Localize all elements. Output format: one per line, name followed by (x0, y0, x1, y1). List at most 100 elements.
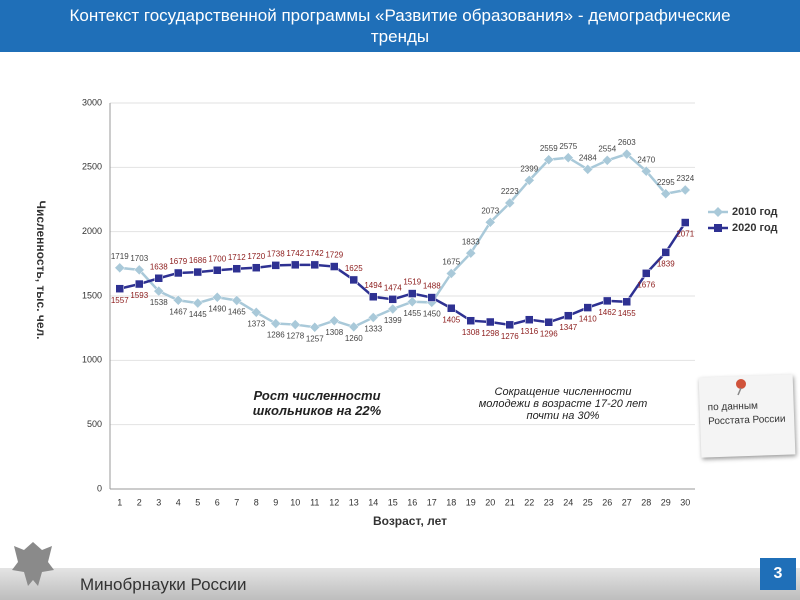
legend-marker (713, 207, 723, 217)
data-label: 1712 (228, 253, 246, 262)
x-tick-label: 30 (680, 497, 690, 507)
data-label: 1347 (559, 323, 577, 332)
data-label: 1703 (130, 254, 148, 263)
point (330, 262, 339, 271)
point (252, 263, 261, 272)
data-label: 1729 (325, 251, 343, 260)
data-label: 2073 (481, 206, 499, 215)
data-label: 1679 (169, 257, 187, 266)
x-tick-label: 8 (254, 497, 259, 507)
data-label: 2071 (676, 230, 694, 239)
data-label: 1720 (247, 252, 265, 261)
point (582, 164, 594, 175)
x-tick-label: 5 (195, 497, 200, 507)
x-tick-label: 3 (156, 497, 161, 507)
x-tick-label: 1 (117, 497, 122, 507)
point (525, 315, 534, 324)
point (681, 218, 690, 227)
point (661, 248, 670, 257)
x-tick-label: 11 (310, 497, 319, 507)
point (270, 318, 282, 329)
x-tick-label: 10 (290, 497, 300, 507)
data-label: 1276 (501, 332, 519, 341)
pin-icon (736, 379, 746, 396)
data-label: 1839 (657, 259, 675, 268)
legend-marker (714, 224, 722, 232)
data-label: 1675 (442, 258, 460, 267)
point (466, 316, 475, 325)
point (445, 268, 457, 279)
data-label: 1742 (286, 249, 304, 258)
point (465, 247, 477, 259)
series-line (119, 152, 686, 329)
x-tick-label: 22 (524, 497, 534, 507)
point (387, 303, 399, 315)
data-label: 1455 (403, 309, 421, 318)
data-label: 2295 (657, 178, 675, 187)
x-tick-label: 25 (583, 497, 593, 507)
data-label: 2559 (540, 144, 558, 153)
x-tick-label: 18 (446, 497, 456, 507)
data-label: 1538 (150, 298, 168, 307)
source-note-text: по данным Росстата России (707, 400, 786, 428)
data-label: 1286 (267, 331, 285, 340)
legend-label: 2020 год (732, 222, 778, 234)
point (133, 264, 145, 276)
x-tick-label: 14 (368, 497, 378, 507)
point (640, 165, 652, 177)
x-tick-label: 28 (641, 497, 651, 507)
point (660, 188, 672, 200)
point (348, 321, 360, 333)
x-tick-label: 23 (544, 497, 554, 507)
y-tick-label: 1500 (82, 290, 102, 300)
point (601, 155, 613, 166)
data-label: 1467 (169, 307, 187, 316)
point (349, 275, 358, 285)
y-tick-label: 2000 (82, 226, 102, 236)
point (544, 317, 553, 327)
x-tick-label: 20 (485, 497, 495, 507)
point (388, 295, 397, 304)
data-label: 1260 (345, 334, 363, 343)
point (154, 273, 163, 283)
page-number: 3 (760, 558, 796, 590)
point (642, 269, 651, 278)
point (523, 174, 535, 186)
point (115, 284, 124, 293)
x-tick-label: 2 (137, 497, 142, 507)
data-label: 1738 (267, 249, 285, 258)
x-tick-label: 12 (329, 497, 339, 507)
data-label: 1308 (462, 328, 480, 337)
data-label: 1333 (364, 325, 382, 334)
data-label: 1445 (189, 310, 207, 319)
y-tick-label: 0 (97, 483, 102, 493)
point (621, 148, 633, 160)
x-tick-label: 29 (661, 497, 671, 507)
data-label: 1257 (306, 334, 324, 343)
x-tick-label: 13 (349, 497, 359, 507)
data-label: 1474 (384, 283, 402, 292)
x-tick-label: 15 (388, 497, 398, 507)
data-label: 1676 (637, 280, 655, 289)
point (603, 296, 612, 306)
point (192, 297, 204, 309)
point (543, 154, 555, 166)
data-label: 1557 (111, 296, 129, 305)
data-label: 2554 (598, 144, 616, 153)
data-label: 1742 (306, 249, 324, 258)
chart: Численность, тыс. чел. Возраст, лет 0 500… (34, 97, 778, 528)
point (250, 306, 262, 318)
annotation: Сокращение численности молодежи в возрас… (478, 386, 648, 422)
footer-org: Минобрнауки России (80, 575, 247, 594)
point (114, 262, 126, 274)
point (447, 303, 456, 313)
data-label: 1462 (598, 308, 616, 317)
y-tick-label: 3000 (82, 97, 102, 107)
x-tick-label: 26 (602, 497, 612, 507)
point (369, 292, 378, 302)
data-label: 2223 (501, 187, 519, 196)
data-label: 2484 (579, 154, 597, 163)
point (583, 303, 592, 312)
point (328, 315, 340, 327)
